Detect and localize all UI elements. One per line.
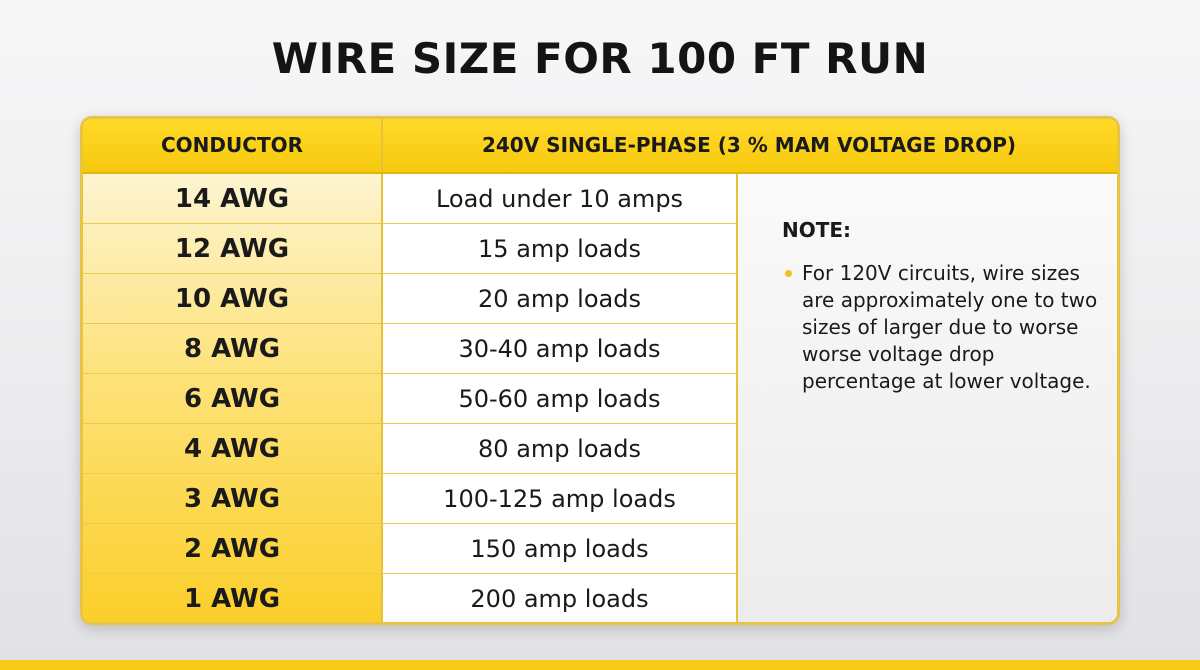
note-title: NOTE: xyxy=(782,218,852,242)
table-cell-conductor: 4 AWG xyxy=(83,424,381,474)
table-cell-load: 30-40 amp loads xyxy=(383,324,736,374)
table-cell-load: 20 amp loads xyxy=(383,274,736,324)
table-cell-conductor: 1 AWG xyxy=(83,574,381,622)
header-conductor: CONDUCTOR xyxy=(83,119,383,172)
load-label: 200 amp loads xyxy=(470,585,649,613)
table-cell-load: 15 amp loads xyxy=(383,224,736,274)
conductor-label: 14 AWG xyxy=(174,184,290,214)
table-cell-conductor: 12 AWG xyxy=(83,224,381,274)
conductor-label: 3 AWG xyxy=(183,484,281,514)
table-cell-conductor: 10 AWG xyxy=(83,274,381,324)
bottom-accent-band xyxy=(0,660,1200,670)
header-voltage: 240V SINGLE-PHASE (3 % MAM VOLTAGE DROP) xyxy=(481,133,1017,157)
table-cell-conductor: 14 AWG xyxy=(83,174,381,224)
conductor-label: 6 AWG xyxy=(183,384,281,414)
load-label: Load under 10 amps xyxy=(435,185,684,213)
conductor-column: 14 AWG 12 AWG 10 AWG 8 AWG 6 AWG 4 AWG 3… xyxy=(83,174,383,622)
conductor-label: 1 AWG xyxy=(183,584,281,614)
conductor-label: 10 AWG xyxy=(174,284,290,314)
wire-size-table: CONDUCTOR 240V SINGLE-PHASE (3 % MAM VOL… xyxy=(80,116,1120,625)
note-text: For 120V circuits, wire sizes are approx… xyxy=(802,261,1098,393)
load-column: Load under 10 amps 15 amp loads 20 amp l… xyxy=(383,174,738,622)
conductor-label: 2 AWG xyxy=(183,534,281,564)
table-cell-load: 150 amp loads xyxy=(383,524,736,574)
table-cell-conductor: 8 AWG xyxy=(83,324,381,374)
load-label: 80 amp loads xyxy=(478,435,641,463)
load-label: 20 amp loads xyxy=(478,285,641,313)
table-cell-conductor: 6 AWG xyxy=(83,374,381,424)
load-label: 150 amp loads xyxy=(470,535,649,563)
table-cell-load: Load under 10 amps xyxy=(383,174,736,224)
table-header-row: CONDUCTOR 240V SINGLE-PHASE (3 % MAM VOL… xyxy=(83,119,1117,174)
bullet-dot-icon xyxy=(785,270,792,277)
table-cell-load: 100-125 amp loads xyxy=(383,474,736,524)
load-label: 50-60 amp loads xyxy=(458,385,661,413)
table-cell-conductor: 3 AWG xyxy=(83,474,381,524)
load-label: 15 amp loads xyxy=(478,235,641,263)
conductor-label: 8 AWG xyxy=(183,334,281,364)
load-label: 30-40 amp loads xyxy=(458,335,661,363)
page-title: WIRE SIZE FOR 100 FT RUN xyxy=(271,34,929,83)
table-cell-load: 50-60 amp loads xyxy=(383,374,736,424)
table-cell-load: 80 amp loads xyxy=(383,424,736,474)
conductor-label: 12 AWG xyxy=(174,234,290,264)
table-cell-load: 200 amp loads xyxy=(383,574,736,622)
conductor-label: 4 AWG xyxy=(183,434,281,464)
table-cell-conductor: 2 AWG xyxy=(83,524,381,574)
load-label: 100-125 amp loads xyxy=(443,485,676,513)
note-panel: NOTE: For 120V circuits, wire sizes are … xyxy=(738,174,1117,622)
